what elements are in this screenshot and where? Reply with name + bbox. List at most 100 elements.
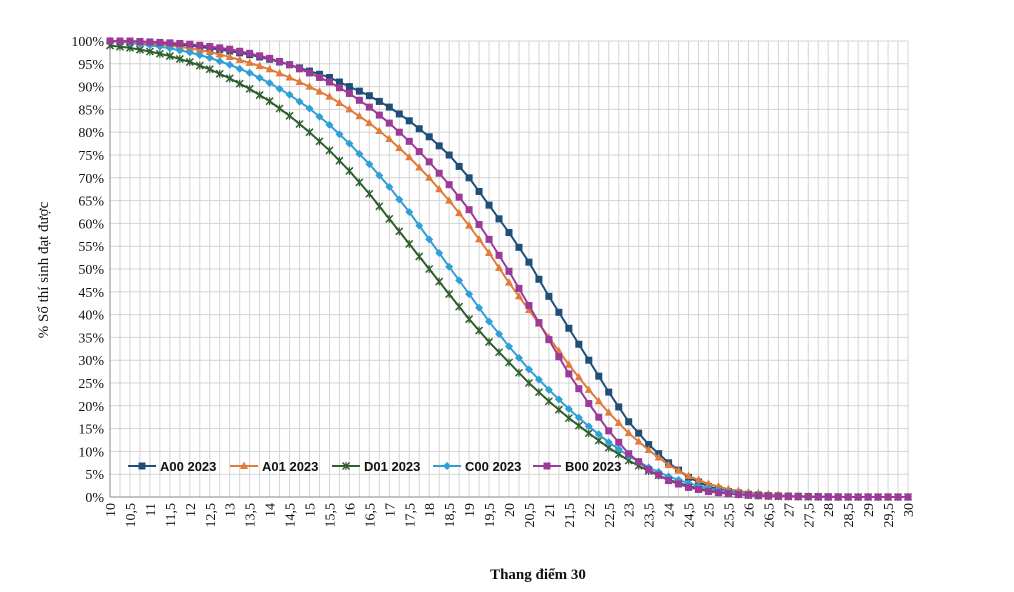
data-point: [724, 490, 732, 498]
data-point: [156, 38, 164, 46]
data-point: [645, 441, 653, 449]
data-point: [245, 68, 254, 77]
data-point: [195, 45, 204, 54]
data-point: [734, 490, 742, 498]
data-point: [255, 91, 264, 100]
data-point: [494, 348, 504, 357]
data-point: [694, 475, 703, 483]
data-point: [534, 375, 543, 384]
x-tick-label: 21,5: [563, 503, 578, 528]
y-tick-label: 100%: [71, 35, 104, 50]
data-point: [365, 189, 374, 198]
legend-marker: [543, 462, 551, 470]
data-point: [674, 466, 683, 474]
data-point: [226, 45, 234, 53]
data-point: [305, 104, 314, 113]
data-point: [365, 103, 373, 111]
data-point: [175, 46, 184, 55]
legend-marker: [138, 462, 146, 470]
data-point: [375, 202, 384, 211]
data-point: [604, 438, 613, 447]
data-point: [814, 493, 822, 501]
data-point: [665, 477, 673, 485]
grid: [109, 40, 909, 498]
y-tick-label: 20%: [78, 400, 104, 415]
x-tick-label: 15: [304, 503, 319, 517]
x-tick-label: 10,5: [124, 503, 139, 528]
data-point: [205, 47, 214, 55]
x-tick-label: 30: [902, 503, 917, 517]
data-point: [405, 208, 414, 216]
data-point: [544, 397, 553, 406]
data-point: [235, 64, 244, 73]
data-point: [554, 395, 563, 404]
data-point: [285, 111, 294, 120]
y-tick-label: 70%: [78, 172, 104, 187]
data-point: [584, 429, 593, 438]
data-point: [884, 493, 892, 501]
y-tick-label: 35%: [78, 331, 104, 346]
data-point: [505, 342, 513, 351]
data-point: [136, 37, 144, 45]
y-tick-label: 55%: [78, 240, 104, 255]
y-tick-label: 90%: [78, 81, 104, 96]
data-point: [645, 466, 653, 474]
data-point: [594, 430, 603, 439]
data-point: [425, 173, 434, 181]
data-point: [306, 69, 313, 77]
y-tick-labels: 0% 5% 10% 15% 20% 25% 30% 35% 40% 45% 50% 55% 60% 65%…: [71, 35, 104, 506]
data-point: [475, 234, 484, 243]
data-point: [515, 243, 523, 251]
data-point: [535, 319, 543, 327]
data-point: [534, 388, 543, 397]
data-point: [415, 148, 423, 156]
data-point: [485, 235, 493, 243]
data-point: [874, 493, 882, 501]
data-point: [335, 78, 343, 86]
data-point: [635, 429, 643, 437]
data-point: [565, 370, 573, 378]
y-tick-label: 15%: [78, 423, 104, 438]
data-point: [614, 445, 623, 454]
data-point: [375, 126, 384, 135]
x-tick-labels: 10 10,5 11 11,5 12 12,5 13 13,5 14 14,5 15 15,5 16 16…: [104, 503, 917, 528]
y-tick-label: 40%: [78, 309, 104, 324]
series-group: [105, 36, 913, 502]
data-point: [864, 493, 872, 501]
data-point: [545, 292, 553, 300]
data-point: [595, 413, 603, 421]
data-point: [255, 73, 264, 82]
data-point: [205, 53, 214, 62]
x-tick-label: 20,5: [523, 503, 538, 528]
data-point: [475, 326, 484, 335]
data-point: [655, 471, 663, 479]
data-point: [325, 120, 334, 129]
data-point: [425, 235, 434, 244]
y-tick-label: 80%: [78, 126, 104, 141]
data-point: [565, 324, 573, 332]
data-point: [544, 385, 553, 394]
data-point: [495, 251, 503, 259]
x-tick-label: 24: [663, 503, 678, 517]
data-point: [345, 104, 354, 113]
x-tick-label: 22: [583, 503, 598, 517]
data-point: [286, 61, 294, 69]
data-point: [514, 353, 523, 362]
data-point: [425, 133, 433, 141]
data-point: [485, 201, 493, 209]
data-point: [185, 57, 194, 67]
legend-item: D01 2023: [332, 459, 420, 474]
data-point: [625, 418, 633, 426]
data-point: [684, 471, 693, 480]
data-point: [754, 492, 762, 500]
data-point: [844, 493, 852, 501]
y-tick-label: 30%: [78, 354, 104, 369]
data-point: [695, 485, 703, 493]
data-point: [435, 277, 444, 286]
data-point: [146, 38, 154, 46]
x-tick-label: 26,5: [762, 503, 777, 528]
data-point: [615, 438, 623, 446]
data-point: [505, 229, 513, 237]
data-point: [594, 396, 603, 405]
